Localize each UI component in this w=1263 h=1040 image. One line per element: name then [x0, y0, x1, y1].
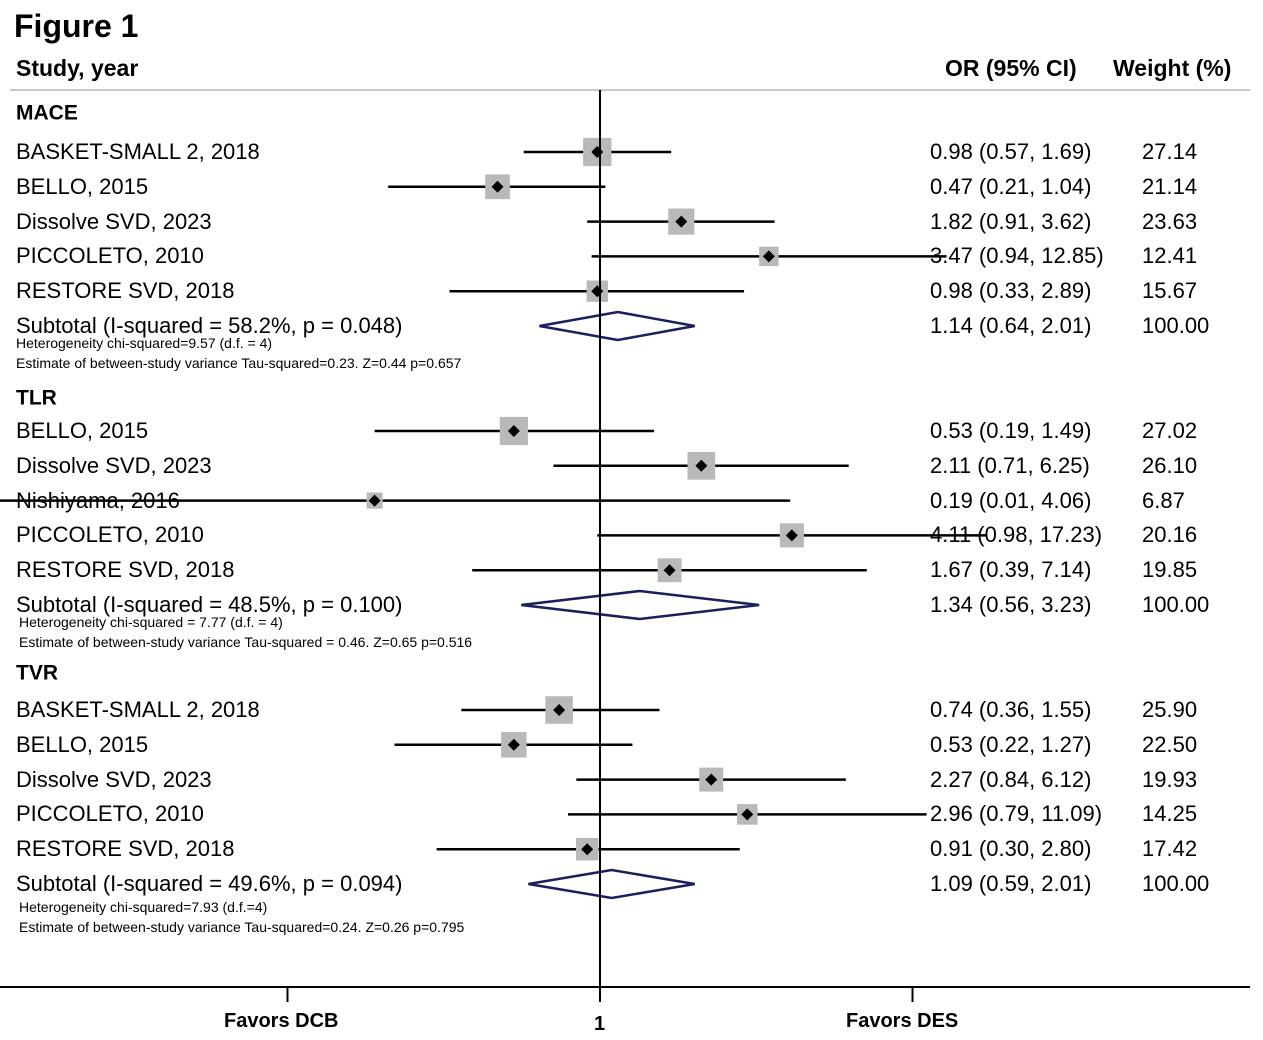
point-estimate — [695, 459, 708, 472]
study-label: BELLO, 2015 — [16, 173, 149, 199]
point-estimate — [675, 215, 688, 228]
reference-tick-label: 1 — [594, 1013, 606, 1035]
pooled-diamond — [528, 868, 695, 900]
or-ci-value: 1.82 (0.91, 3.62) — [930, 208, 1092, 234]
weight-value: 15.67 — [1142, 278, 1198, 304]
or-ci-value: 0.98 (0.57, 1.69) — [930, 139, 1092, 164]
study-label: BELLO, 2015 — [16, 418, 149, 443]
point-estimate — [741, 808, 754, 821]
point-estimate — [705, 773, 718, 786]
study-label: RESTORE SVD, 2018 — [16, 836, 235, 862]
or-ci-value: 0.91 (0.30, 2.80) — [930, 836, 1092, 862]
point-estimate — [553, 704, 566, 716]
or-ci-value: 0.53 (0.22, 1.27) — [930, 731, 1092, 757]
point-estimate — [762, 250, 775, 263]
weight-value: 19.93 — [1142, 766, 1198, 792]
or-column-header: OR (95% CI) — [945, 55, 1077, 81]
point-estimate — [663, 564, 676, 577]
study-label: BASKET-SMALL 2, 2018 — [16, 139, 260, 164]
or-ci-value: 0.74 (0.36, 1.55) — [930, 697, 1092, 722]
pooled-diamond — [539, 310, 695, 342]
point-estimate — [491, 180, 504, 193]
weight-value: 23.63 — [1142, 208, 1198, 234]
or-ci-value: 3.47 (0.94, 12.85) — [930, 243, 1104, 269]
study-label: RESTORE SVD, 2018 — [16, 278, 235, 304]
study-label: Dissolve SVD, 2023 — [16, 766, 212, 792]
subtotal-or-ci: 1.34 (0.56, 3.23) — [930, 592, 1092, 617]
subtotal-or-ci: 1.09 (0.59, 2.01) — [930, 871, 1092, 896]
point-estimate — [507, 738, 520, 751]
pooled-diamond — [521, 589, 760, 621]
point-estimate — [785, 529, 798, 542]
subtotal-or-ci: 1.14 (0.64, 2.01) — [930, 313, 1092, 338]
study-label: Dissolve SVD, 2023 — [16, 452, 212, 478]
or-ci-value: 0.47 (0.21, 1.04) — [930, 173, 1092, 199]
weight-value: 27.02 — [1142, 418, 1198, 443]
heterogeneity-note: Heterogeneity chi-squared = 7.77 (d.f. =… — [19, 614, 283, 630]
or-ci-value: 2.27 (0.84, 6.12) — [930, 766, 1092, 792]
heterogeneity-note: Estimate of between-study variance Tau-s… — [19, 634, 473, 650]
or-ci-value: 0.19 (0.01, 4.06) — [930, 487, 1092, 513]
weight-value: 27.14 — [1142, 139, 1198, 164]
study-column-header: Study, year — [16, 55, 139, 81]
heterogeneity-note: Estimate of between-study variance Tau-s… — [19, 919, 465, 935]
figure-title: Figure 1 — [14, 8, 139, 44]
heterogeneity-note: Estimate of between-study variance Tau-s… — [16, 355, 462, 371]
study-label: PICCOLETO, 2010 — [16, 801, 204, 827]
or-ci-value: 1.67 (0.39, 7.14) — [930, 557, 1092, 583]
weight-value: 20.16 — [1142, 522, 1198, 548]
subtotal-label: Subtotal (I-squared = 49.6%, p = 0.094) — [16, 871, 403, 896]
or-ci-value: 0.98 (0.33, 2.89) — [930, 278, 1092, 304]
subtotal-label: Subtotal (I-squared = 48.5%, p = 0.100) — [16, 592, 403, 617]
weight-column-header: Weight (%) — [1113, 55, 1232, 81]
weight-value: 25.90 — [1142, 697, 1198, 722]
weight-value: 17.42 — [1142, 836, 1198, 862]
weight-value: 22.50 — [1142, 731, 1198, 757]
group-title-mace: MACE — [16, 101, 78, 125]
group-title-tlr: TLR — [16, 386, 57, 410]
weight-value: 26.10 — [1142, 452, 1198, 478]
header-rule — [10, 89, 1250, 91]
weight-value: 14.25 — [1142, 801, 1198, 827]
point-estimate — [368, 494, 381, 507]
group-title-tvr: TVR — [16, 661, 58, 685]
weight-value: 21.14 — [1142, 173, 1198, 199]
subtotal-weight: 100.00 — [1142, 871, 1210, 896]
or-ci-value: 4.11 (0.98, 17.23) — [930, 522, 1103, 548]
point-estimate — [581, 843, 594, 856]
study-label: RESTORE SVD, 2018 — [16, 557, 235, 583]
study-label: PICCOLETO, 2010 — [16, 522, 204, 548]
weight-value: 12.41 — [1142, 243, 1198, 269]
subtotal-label: Subtotal (I-squared = 58.2%, p = 0.048) — [16, 313, 403, 338]
study-label: BELLO, 2015 — [16, 731, 149, 757]
point-estimate — [507, 425, 520, 437]
study-label: PICCOLETO, 2010 — [16, 243, 204, 269]
favors-dcb-label: Favors DCB — [224, 1010, 339, 1032]
heterogeneity-note: Heterogeneity chi-squared=9.57 (d.f. = 4… — [16, 335, 273, 351]
favors-des-label: Favors DES — [846, 1010, 959, 1032]
heterogeneity-note: Heterogeneity chi-squared=7.93 (d.f.=4) — [19, 899, 268, 915]
subtotal-weight: 100.00 — [1142, 592, 1210, 617]
or-ci-value: 2.96 (0.79, 11.09) — [930, 801, 1103, 827]
or-ci-value: 2.11 (0.71, 6.25) — [930, 452, 1090, 478]
weight-value: 6.87 — [1142, 487, 1185, 513]
subtotal-weight: 100.00 — [1142, 313, 1210, 338]
weight-value: 19.85 — [1142, 557, 1198, 583]
study-label: BASKET-SMALL 2, 2018 — [16, 697, 260, 722]
study-label: Dissolve SVD, 2023 — [16, 208, 212, 234]
or-ci-value: 0.53 (0.19, 1.49) — [930, 418, 1092, 443]
